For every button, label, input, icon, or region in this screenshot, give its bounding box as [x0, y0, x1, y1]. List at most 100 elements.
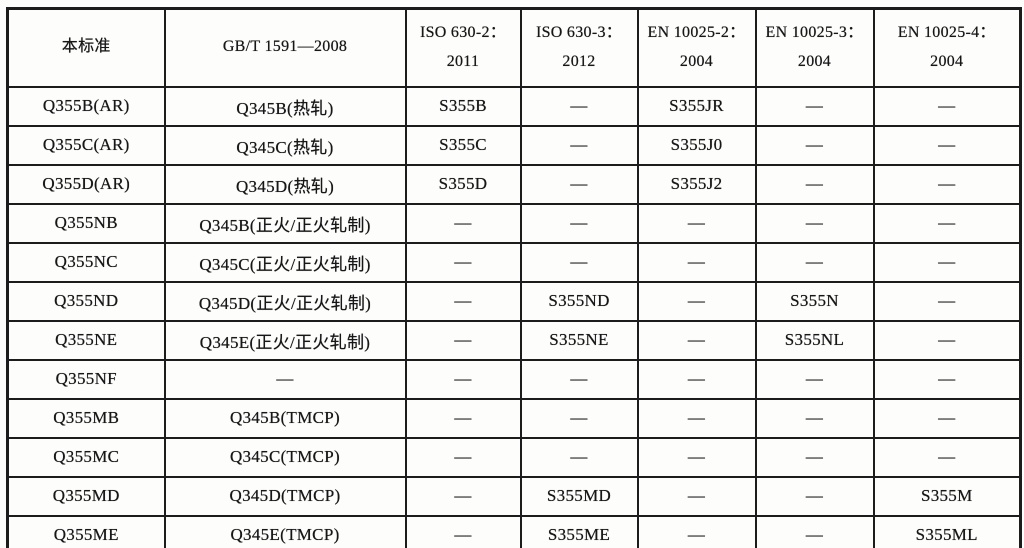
table-cell: S355M — [872, 475, 1022, 517]
table-cell: — — [872, 85, 1022, 127]
table-cell: Q345C(TMCP) — [163, 436, 407, 478]
table-cell: — — [872, 280, 1022, 322]
table-cell: S355NL — [754, 319, 875, 361]
column-header-line: EN 10025-3： — [765, 23, 864, 41]
table-cell: — — [404, 514, 522, 548]
column-header: 本标准 — [6, 7, 166, 88]
column-header: ISO 630-3： 2012 — [519, 7, 639, 88]
table-cell: Q355NE — [6, 319, 166, 361]
table-cell: — — [404, 319, 522, 361]
table-cell: — — [636, 319, 757, 361]
table-cell: — — [519, 358, 639, 400]
table-cell: — — [404, 241, 522, 283]
table-cell: S355ML — [872, 514, 1022, 548]
column-header-line: 2004 — [679, 52, 714, 70]
table-cell: Q355ND — [6, 280, 166, 322]
table-cell: — — [636, 397, 757, 439]
table-cell: — — [519, 397, 639, 439]
table-cell: S355ME — [519, 514, 639, 548]
table-cell: S355J2 — [636, 163, 757, 205]
table-cell: — — [636, 280, 757, 322]
table-cell: Q345E(TMCP) — [163, 514, 407, 548]
table-cell: Q355MB — [6, 397, 166, 439]
table-cell: — — [872, 358, 1022, 400]
column-header-line: 2004 — [797, 52, 832, 70]
table-cell: — — [636, 241, 757, 283]
table-row: Q355NE Q345E(正火/正火轧制) — S355NE — S355NL — — [6, 319, 1022, 361]
column-header: ISO 630-2： 2011 — [404, 7, 522, 88]
column-header-line: ISO 630-3： — [535, 23, 623, 41]
table-row: Q355C(AR) Q345C(热轧) S355C — S355J0— — — [6, 124, 1022, 166]
table-cell: — — [754, 397, 875, 439]
table-cell: — — [636, 514, 757, 548]
table-cell: Q355C(AR) — [6, 124, 166, 166]
table-cell: — — [754, 475, 875, 517]
table-cell: S355B — [404, 85, 522, 127]
table-cell: — — [636, 202, 757, 244]
table-cell: Q345C(热轧) — [163, 124, 407, 166]
table-cell: — — [404, 280, 522, 322]
table-cell: Q345D(热轧) — [163, 163, 407, 205]
column-header: GB/T 1591—2008 — [163, 7, 407, 88]
table-row: Q355ME Q345E(TMCP) — S355ME — — S355ML — [6, 514, 1022, 548]
column-header-line: 2004 — [930, 52, 964, 70]
header-row: 本标准 GB/T 1591—2008 ISO 630-2： 2011 ISO 630-3… — [6, 7, 1022, 88]
column-header-line: EN 10025-2： — [647, 23, 746, 41]
table-cell: — — [519, 85, 639, 127]
table-cell: — — [872, 436, 1022, 478]
table-cell: — — [404, 202, 522, 244]
table-cell: Q355MC — [6, 436, 166, 478]
table-cell: S355MD — [519, 475, 639, 517]
table-cell: — — [404, 475, 522, 517]
table-row: Q355B(AR) Q345B(热轧) S355B — S355JR — — — [6, 85, 1022, 127]
table-cell: S355ND — [519, 280, 639, 322]
table-cell: — — [636, 358, 757, 400]
table-cell: Q345B(热轧) — [163, 85, 407, 127]
table-cell: — — [872, 124, 1022, 166]
table-row: Q355NB Q345B(正火/正火轧制) — — — — — — [6, 202, 1022, 244]
table-cell: Q355MD — [6, 475, 166, 517]
column-header-line: ISO 630-2： — [419, 23, 507, 41]
table-cell: Q345B(正火/正火轧制) — [163, 202, 407, 244]
table-row: Q355MC Q345C(TMCP) — — — — — — [6, 436, 1022, 478]
table-cell: — — [754, 358, 875, 400]
table-cell: — — [754, 124, 875, 166]
table-cell: — — [754, 436, 875, 478]
table-cell: Q345B(TMCP) — [163, 397, 407, 439]
table-cell: — — [404, 397, 522, 439]
table-row: Q355D(AR) Q345D(热轧) S355D — S355J2— — — [6, 163, 1022, 205]
table-row: Q355NF — — — — — — — [6, 358, 1022, 400]
table-cell: — — [754, 85, 875, 127]
table-cell: — — [872, 163, 1022, 205]
table-cell: S355JR — [636, 85, 757, 127]
table-cell: — — [519, 436, 639, 478]
table-cell: — — [636, 436, 757, 478]
table-cell: — — [163, 358, 407, 400]
standards-comparison-table: 本标准 GB/T 1591—2008 ISO 630-2： 2011 ISO 630-3… — [6, 7, 1022, 548]
table-cell: — — [754, 163, 875, 205]
table-cell: — — [872, 202, 1022, 244]
table-cell: S355C — [404, 124, 522, 166]
column-header: EN 10025-2： 2004 — [636, 7, 757, 88]
column-header-line: 本标准 — [61, 38, 111, 56]
table-row: Q355MD Q345D(TMCP) — S355MD — — S355M — [6, 475, 1022, 517]
table-cell: Q355D(AR) — [6, 163, 166, 205]
table-cell: Q345D(TMCP) — [163, 475, 407, 517]
table-cell: Q345E(正火/正火轧制) — [163, 319, 407, 361]
table-cell: — — [519, 202, 639, 244]
table-row: Q355NC Q345C(正火/正火轧制) — — — — — — [6, 241, 1022, 283]
table-header: 本标准 GB/T 1591—2008 ISO 630-2： 2011 ISO 630-3… — [6, 7, 1022, 88]
column-header-line: 2012 — [562, 52, 596, 70]
table-cell: — — [519, 124, 639, 166]
table-cell: — — [872, 319, 1022, 361]
column-header-line: EN 10025-4： — [897, 23, 996, 41]
column-header: EN 10025-4： 2004 — [872, 7, 1022, 88]
table-cell: — — [754, 202, 875, 244]
table-cell: Q355B(AR) — [6, 85, 166, 127]
table-cell: Q355NB — [6, 202, 166, 244]
table-cell: S355D — [404, 163, 522, 205]
table-cell: — — [754, 241, 875, 283]
table-row: Q355MB Q345B(TMCP) — — — — — — [6, 397, 1022, 439]
table-cell: — — [636, 475, 757, 517]
